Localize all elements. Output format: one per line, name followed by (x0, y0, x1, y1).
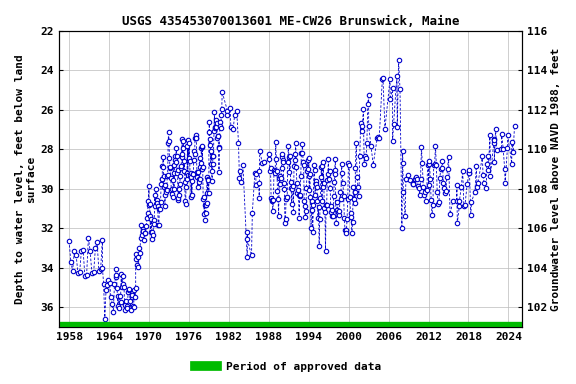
Y-axis label: Groundwater level above NAVD 1988, feet: Groundwater level above NAVD 1988, feet (551, 47, 561, 311)
Y-axis label: Depth to water level, feet below land
surface: Depth to water level, feet below land su… (15, 54, 37, 304)
Legend: Period of approved data: Period of approved data (191, 358, 385, 377)
Title: USGS 435453070013601 ME-CW26 Brunswick, Maine: USGS 435453070013601 ME-CW26 Brunswick, … (122, 15, 459, 28)
